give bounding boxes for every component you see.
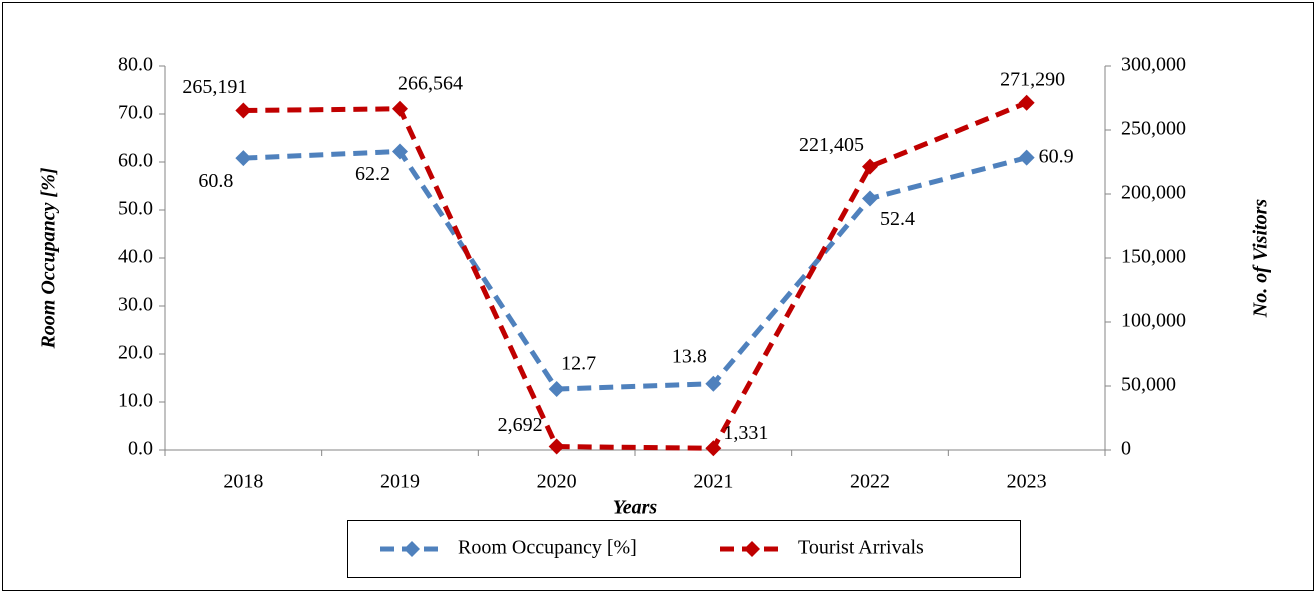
- data-label: 52.4: [880, 208, 915, 230]
- marker: [862, 190, 878, 207]
- data-label: 1,331: [723, 422, 768, 444]
- y2-tick-label: 300,000: [1121, 54, 1186, 76]
- y-axis-label: Room Occupancy [%]: [38, 167, 60, 349]
- marker: [235, 150, 252, 167]
- marker: [392, 100, 408, 117]
- data-label: 271,290: [1000, 68, 1065, 90]
- marker: [235, 102, 252, 119]
- marker: [705, 375, 722, 392]
- marker: [548, 381, 565, 398]
- series-line: [243, 148, 1028, 392]
- y-tick-label: 50.0: [118, 198, 153, 220]
- data-label: 13.8: [672, 345, 707, 367]
- legend-marker: [404, 541, 420, 557]
- y-tick-label: 30.0: [118, 294, 153, 316]
- marker: [548, 438, 565, 455]
- series-line: [243, 100, 1028, 451]
- data-label: 2,692: [498, 414, 543, 436]
- x-tick-label: 2022: [850, 471, 890, 493]
- data-label: 221,405: [799, 134, 864, 156]
- marker: [1018, 149, 1035, 166]
- y2-tick-label: 150,000: [1121, 246, 1186, 268]
- data-label: 60.8: [198, 170, 233, 192]
- y-tick-label: 0.0: [128, 438, 153, 460]
- y2-tick-label: 250,000: [1121, 118, 1186, 140]
- legend-label: Room Occupancy [%]: [458, 537, 637, 559]
- data-label: 12.7: [561, 353, 596, 375]
- marker: [862, 158, 878, 175]
- y-tick-label: 80.0: [118, 54, 153, 76]
- y2-tick-label: 50,000: [1121, 374, 1176, 396]
- y-tick-label: 60.0: [118, 150, 153, 172]
- legend-marker: [744, 541, 760, 557]
- legend-box: [347, 520, 1021, 578]
- data-label: 266,564: [398, 72, 463, 94]
- y2-axis-label: No. of Visitors: [1250, 199, 1272, 319]
- x-axis-label: Years: [613, 497, 658, 519]
- x-tick-label: 2023: [1007, 471, 1047, 493]
- y2-tick-label: 200,000: [1121, 182, 1186, 204]
- x-tick-label: 2020: [537, 471, 577, 493]
- legend-label: Tourist Arrivals: [798, 537, 924, 559]
- marker: [1018, 94, 1035, 111]
- data-label: 60.9: [1039, 145, 1074, 167]
- y-tick-label: 40.0: [118, 246, 153, 268]
- y2-tick-label: 0: [1121, 438, 1131, 460]
- y2-tick-label: 100,000: [1121, 310, 1186, 332]
- x-tick-label: 2018: [223, 471, 263, 493]
- y-tick-label: 10.0: [118, 390, 153, 412]
- x-tick-label: 2019: [380, 471, 420, 493]
- data-label: 265,191: [182, 76, 247, 98]
- data-label: 62.2: [355, 163, 390, 185]
- y-tick-label: 20.0: [118, 342, 153, 364]
- x-tick-label: 2021: [693, 471, 733, 493]
- marker: [392, 143, 408, 160]
- marker: [705, 440, 722, 457]
- y-tick-label: 70.0: [118, 102, 153, 124]
